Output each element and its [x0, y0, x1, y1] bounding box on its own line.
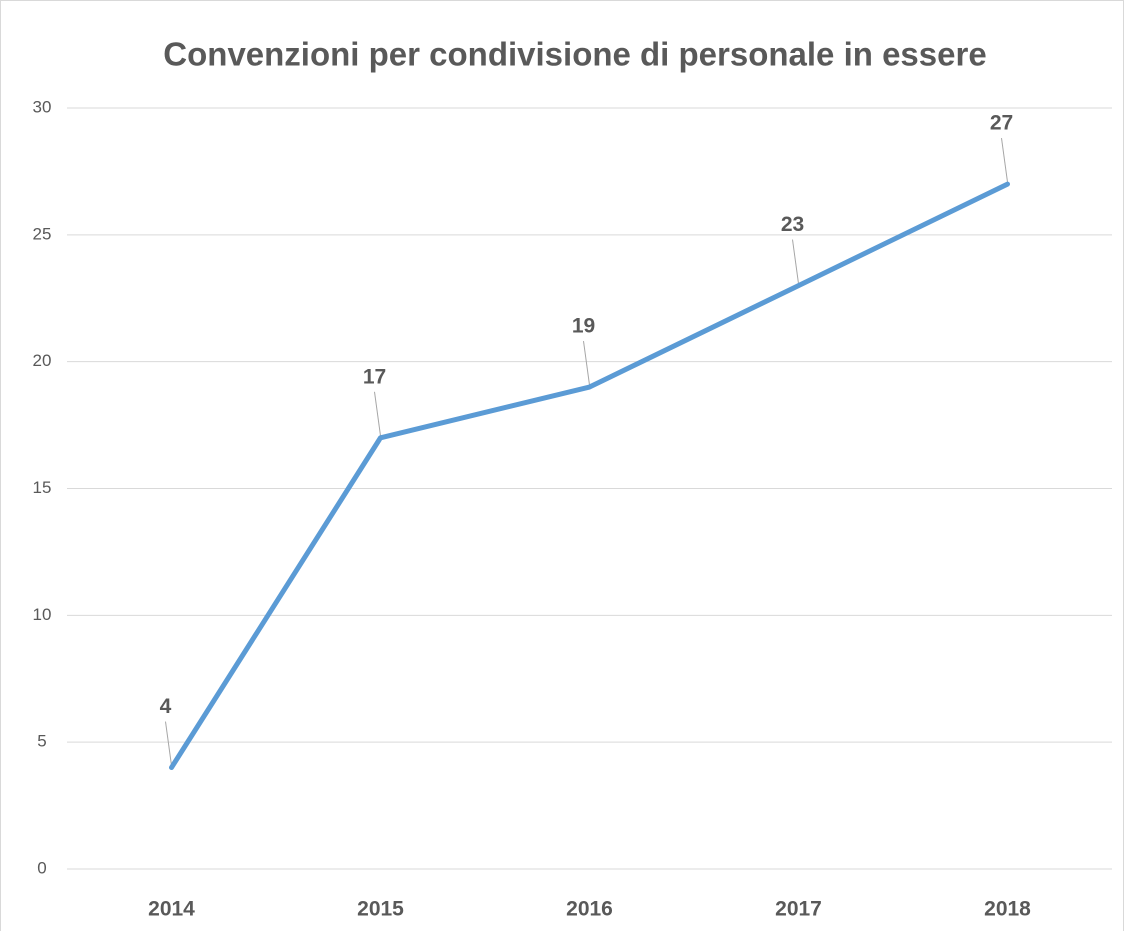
y-tick-label: 30: [33, 97, 52, 116]
leader-line: [1001, 138, 1008, 183]
y-tick-label: 20: [33, 351, 52, 370]
data-label: 17: [363, 365, 386, 388]
y-tick-label: 10: [33, 605, 52, 624]
leader-line: [792, 239, 799, 284]
chart-title: Convenzioni per condivisione di personal…: [163, 36, 986, 73]
data-label: 23: [781, 213, 804, 236]
x-tick-label: 2015: [357, 898, 404, 921]
leader-line: [374, 391, 381, 436]
y-tick-label: 0: [37, 858, 46, 877]
leader-line: [165, 721, 172, 766]
data-label: 19: [572, 315, 595, 338]
line-series: [169, 181, 1010, 771]
x-tick-label: 2016: [566, 898, 613, 921]
x-tick-label: 2014: [148, 898, 195, 921]
x-tick-label: 2017: [775, 898, 822, 921]
y-tick-label: 5: [37, 732, 46, 751]
y-tick-label: 25: [33, 224, 52, 243]
leader-line: [583, 340, 590, 386]
data-label: 27: [990, 112, 1013, 135]
y-tick-label: 15: [33, 478, 52, 497]
x-tick-label: 2018: [984, 898, 1031, 921]
data-label: 4: [160, 695, 172, 718]
